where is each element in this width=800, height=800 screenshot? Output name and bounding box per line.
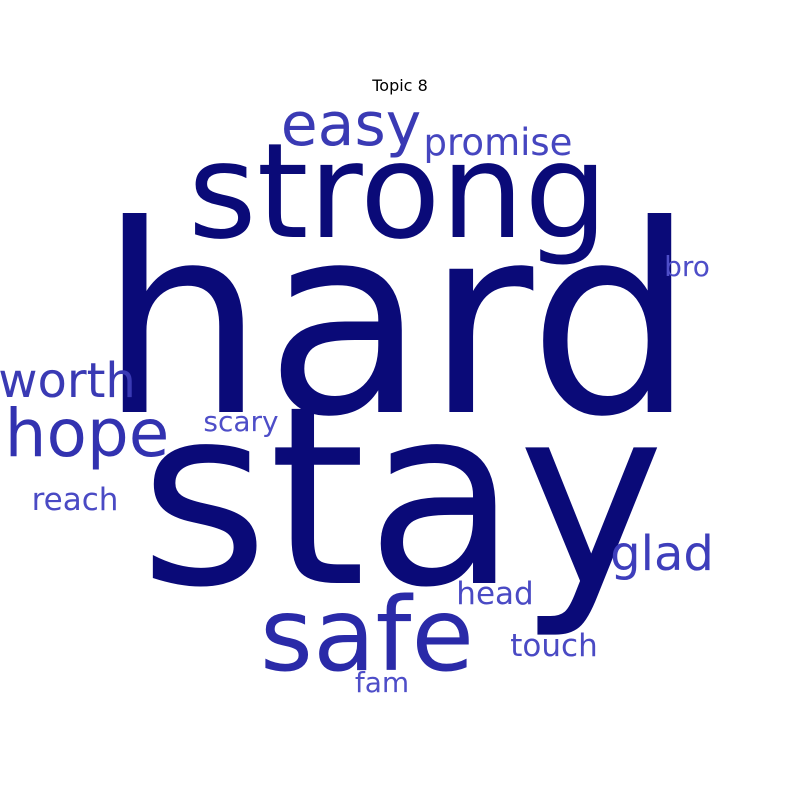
word-strong: strong xyxy=(188,115,608,269)
word-bro: bro xyxy=(664,250,710,283)
word-glad: glad xyxy=(610,526,714,582)
word-easy: easy xyxy=(281,90,421,160)
word-worth: worth xyxy=(0,353,136,409)
word-fam: fam xyxy=(355,666,409,699)
word-stay: stay xyxy=(139,354,664,642)
chart-title: Topic 8 xyxy=(372,76,428,95)
word-promise: promise xyxy=(424,121,573,164)
word-head: head xyxy=(456,576,533,612)
word-hard: hard xyxy=(99,169,695,474)
word-touch: touch xyxy=(510,628,597,664)
word-reach: reach xyxy=(32,482,119,518)
word-scary: scary xyxy=(203,405,278,438)
word-safe: safe xyxy=(260,576,474,695)
word-hope: hope xyxy=(5,395,170,472)
